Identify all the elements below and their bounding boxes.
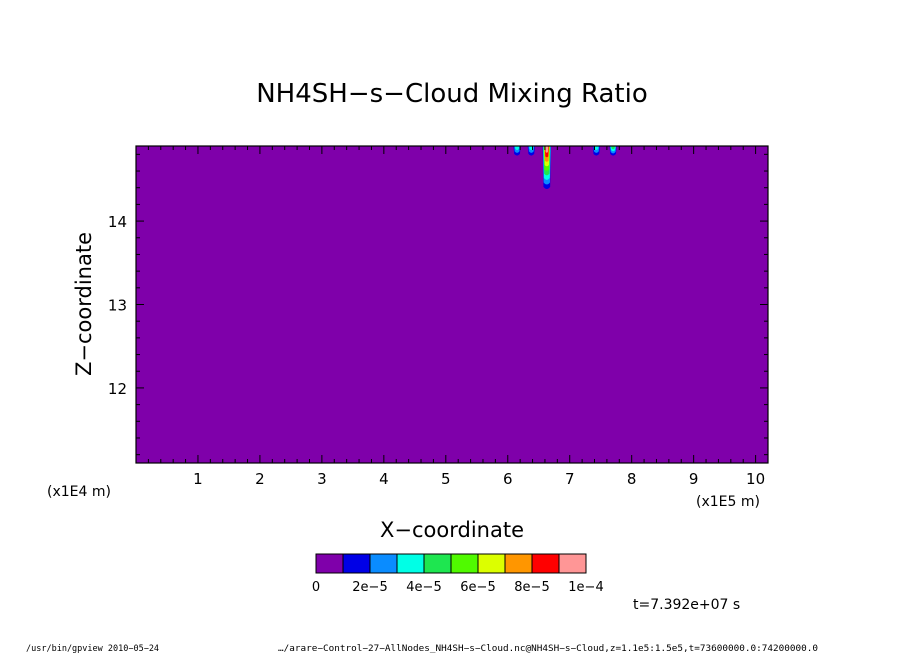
colorbar-label: 8e−5 (514, 580, 549, 595)
colorbar-swatch (423, 553, 452, 574)
cloud-feature (592, 146, 600, 156)
cloud-contour (611, 146, 615, 150)
cloud-feature (513, 146, 521, 156)
cloud-contour (594, 146, 599, 151)
colorbar-label: 2e−5 (352, 580, 387, 595)
plot-background (136, 146, 768, 463)
x-unit-left: (x1E4 m) (47, 484, 111, 500)
colorbar-swatch (558, 553, 587, 574)
colorbar-swatch (477, 553, 506, 574)
colorbar-label: 1e−4 (568, 580, 603, 595)
colorbar-swatch (450, 553, 479, 574)
y-tick-label: 13 (108, 297, 127, 315)
y-axis-label: Z−coordinate (72, 232, 96, 376)
x-axis-label: X−coordinate (380, 518, 524, 542)
x-tick-label: 4 (379, 470, 389, 488)
x-tick-label: 9 (689, 470, 699, 488)
x-tick-label: 10 (746, 470, 765, 488)
x-tick-label: 6 (503, 470, 513, 488)
colorbar-swatch (369, 553, 398, 574)
colorbar-swatch (504, 553, 533, 574)
footer-program: /usr/bin/gpview 2010−05−24 (26, 644, 159, 654)
y-tick-label: 14 (108, 213, 127, 231)
footer-source: …/arare−Control−27−AllNodes_NH4SH−s−Clou… (278, 644, 818, 654)
time-label: t=7.392e+07 s (633, 597, 740, 613)
cloud-contour (545, 146, 549, 153)
chart-title: NH4SH−s−Cloud Mixing Ratio (256, 79, 648, 109)
colorbar-label: 0 (312, 580, 320, 595)
colorbar-swatch (315, 553, 344, 574)
x-tick-label: 7 (565, 470, 575, 488)
y-tick-label: 12 (108, 380, 127, 398)
colorbar: 0 2e−5 4e−5 6e−5 8e−5 1e−4 (312, 553, 604, 595)
cloud-contour (514, 146, 520, 151)
x-tick-label: 8 (627, 470, 637, 488)
x-tick-label: 1 (193, 470, 203, 488)
cloud-feature (542, 146, 551, 189)
x-tick-label: 5 (441, 470, 451, 488)
x-unit-right: (x1E5 m) (696, 494, 760, 510)
colorbar-label: 6e−5 (460, 580, 495, 595)
colorbar-swatch (396, 553, 425, 574)
x-tick-label: 2 (255, 470, 265, 488)
cloud-feature (609, 146, 617, 156)
colorbar-swatch (531, 553, 560, 574)
cloud-feature (527, 146, 535, 156)
colorbar-swatch (342, 553, 371, 574)
x-tick-label: 3 (317, 470, 327, 488)
colorbar-label: 4e−5 (406, 580, 441, 595)
